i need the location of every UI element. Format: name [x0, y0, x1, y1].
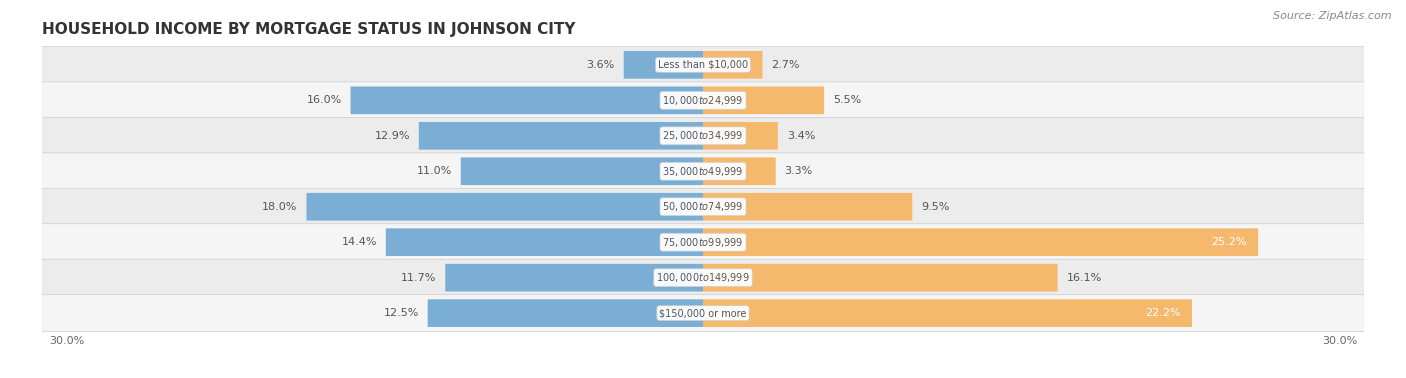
Text: 3.4%: 3.4%: [787, 131, 815, 141]
Text: 2.7%: 2.7%: [772, 60, 800, 70]
Text: $100,000 to $149,999: $100,000 to $149,999: [657, 271, 749, 284]
Text: $150,000 or more: $150,000 or more: [659, 308, 747, 318]
Text: 30.0%: 30.0%: [49, 336, 84, 346]
FancyBboxPatch shape: [42, 153, 1364, 190]
Text: $35,000 to $49,999: $35,000 to $49,999: [662, 165, 744, 178]
FancyBboxPatch shape: [703, 193, 912, 221]
FancyBboxPatch shape: [461, 157, 703, 185]
FancyBboxPatch shape: [307, 193, 703, 221]
FancyBboxPatch shape: [385, 228, 703, 256]
FancyBboxPatch shape: [42, 188, 1364, 225]
Text: HOUSEHOLD INCOME BY MORTGAGE STATUS IN JOHNSON CITY: HOUSEHOLD INCOME BY MORTGAGE STATUS IN J…: [42, 22, 575, 37]
Text: $25,000 to $34,999: $25,000 to $34,999: [662, 129, 744, 142]
Text: 25.2%: 25.2%: [1212, 237, 1247, 247]
Text: 18.0%: 18.0%: [263, 202, 298, 212]
Text: 30.0%: 30.0%: [1322, 336, 1357, 346]
Text: $50,000 to $74,999: $50,000 to $74,999: [662, 200, 744, 213]
FancyBboxPatch shape: [703, 228, 1258, 256]
FancyBboxPatch shape: [427, 299, 703, 327]
FancyBboxPatch shape: [42, 82, 1364, 119]
Text: Source: ZipAtlas.com: Source: ZipAtlas.com: [1274, 11, 1392, 21]
FancyBboxPatch shape: [703, 264, 1057, 291]
Text: $75,000 to $99,999: $75,000 to $99,999: [662, 236, 744, 249]
FancyBboxPatch shape: [624, 51, 703, 79]
FancyBboxPatch shape: [42, 224, 1364, 261]
FancyBboxPatch shape: [703, 51, 762, 79]
Text: 3.3%: 3.3%: [785, 166, 813, 176]
FancyBboxPatch shape: [350, 87, 703, 114]
Text: 11.7%: 11.7%: [401, 273, 436, 283]
Text: 22.2%: 22.2%: [1146, 308, 1181, 318]
Text: 3.6%: 3.6%: [586, 60, 614, 70]
FancyBboxPatch shape: [42, 117, 1364, 154]
FancyBboxPatch shape: [446, 264, 703, 291]
Text: 5.5%: 5.5%: [832, 95, 862, 105]
FancyBboxPatch shape: [419, 122, 703, 150]
FancyBboxPatch shape: [42, 295, 1364, 332]
FancyBboxPatch shape: [703, 157, 776, 185]
Text: Less than $10,000: Less than $10,000: [658, 60, 748, 70]
Text: 14.4%: 14.4%: [342, 237, 377, 247]
FancyBboxPatch shape: [703, 87, 824, 114]
Text: 12.9%: 12.9%: [374, 131, 411, 141]
FancyBboxPatch shape: [42, 46, 1364, 83]
Text: 9.5%: 9.5%: [921, 202, 949, 212]
Text: 11.0%: 11.0%: [416, 166, 451, 176]
Text: 12.5%: 12.5%: [384, 308, 419, 318]
FancyBboxPatch shape: [42, 259, 1364, 296]
Text: 16.1%: 16.1%: [1066, 273, 1102, 283]
Text: 16.0%: 16.0%: [307, 95, 342, 105]
Text: $10,000 to $24,999: $10,000 to $24,999: [662, 94, 744, 107]
FancyBboxPatch shape: [703, 122, 778, 150]
FancyBboxPatch shape: [703, 299, 1192, 327]
